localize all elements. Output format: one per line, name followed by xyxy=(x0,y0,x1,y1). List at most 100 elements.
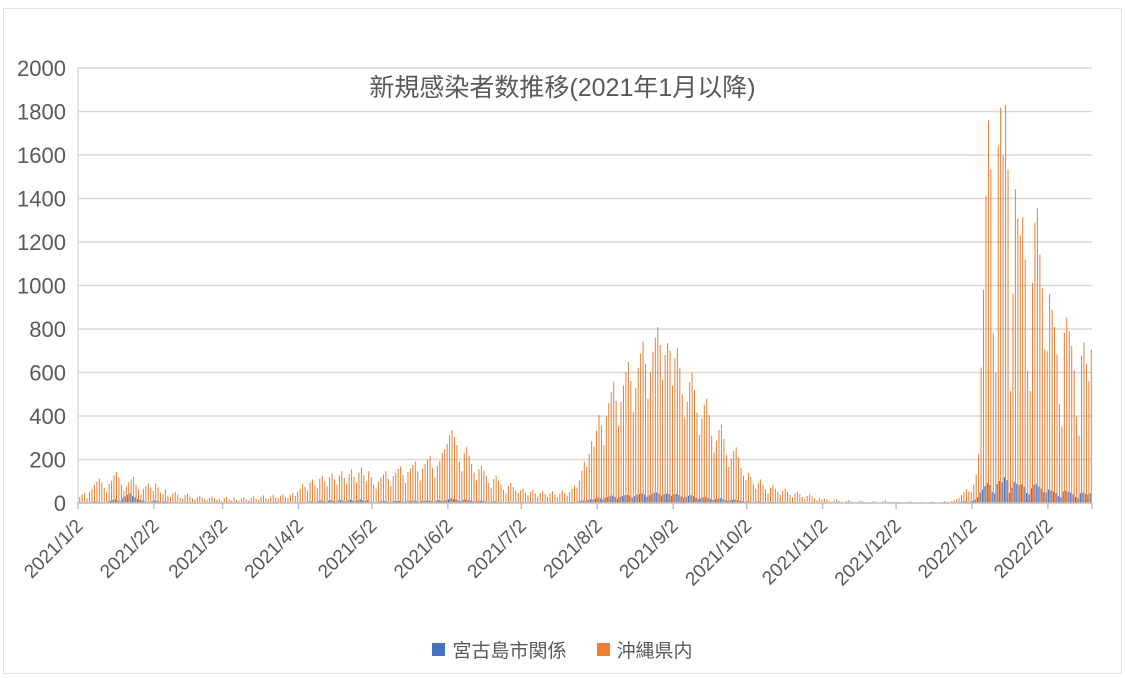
bar-okinawa xyxy=(659,345,661,503)
bar-miyakojima xyxy=(362,500,364,503)
bar-okinawa xyxy=(498,480,500,503)
bar-miyakojima xyxy=(746,501,748,503)
bar-miyakojima xyxy=(739,500,741,503)
bar-okinawa xyxy=(647,399,649,503)
bar-okinawa xyxy=(250,497,252,503)
legend-item-okinawa[interactable]: 沖縄県内 xyxy=(596,636,693,663)
bar-miyakojima xyxy=(1067,491,1069,503)
bar-miyakojima xyxy=(134,497,136,503)
bar-okinawa xyxy=(958,497,960,503)
bar-okinawa xyxy=(814,498,816,503)
bar-okinawa xyxy=(466,447,468,503)
bar-okinawa xyxy=(304,486,306,503)
bar-okinawa xyxy=(1019,235,1021,503)
bar-miyakojima xyxy=(129,493,131,503)
bar-okinawa xyxy=(566,495,568,503)
bar-okinawa xyxy=(471,463,473,503)
bar-okinawa xyxy=(529,491,531,503)
bar-okinawa xyxy=(133,476,135,503)
bar-okinawa xyxy=(461,471,463,503)
bar-okinawa xyxy=(407,472,409,503)
bar-miyakojima xyxy=(494,501,496,503)
bar-okinawa xyxy=(502,489,504,503)
bar-okinawa xyxy=(446,443,448,503)
bar-okinawa xyxy=(588,453,590,503)
bar-okinawa xyxy=(578,480,580,503)
bar-miyakojima xyxy=(124,496,126,503)
bar-miyakojima xyxy=(141,500,143,503)
bar-okinawa xyxy=(441,452,443,503)
bar-okinawa xyxy=(375,488,377,503)
bar-miyakojima xyxy=(612,495,614,503)
bar-okinawa xyxy=(480,465,482,503)
bar-miyakojima xyxy=(1050,490,1052,503)
bar-okinawa xyxy=(395,472,397,503)
bar-okinawa xyxy=(490,488,492,503)
bar-okinawa xyxy=(885,500,887,503)
bar-okinawa xyxy=(1081,355,1083,503)
bar-okinawa xyxy=(1088,381,1090,503)
x-tick-label: 2021/1/2 xyxy=(20,516,87,583)
bar-okinawa xyxy=(632,412,634,503)
bar-okinawa xyxy=(103,487,105,503)
bar-miyakojima xyxy=(119,501,121,503)
bar-okinawa xyxy=(515,490,517,503)
bar-miyakojima xyxy=(1075,496,1077,503)
bar-okinawa xyxy=(289,494,291,503)
bar-miyakojima xyxy=(479,500,481,503)
bar-miyakojima xyxy=(122,498,124,503)
bar-miyakojima xyxy=(964,501,966,503)
bar-miyakojima xyxy=(692,496,694,503)
bar-okinawa xyxy=(1049,294,1051,503)
bar-okinawa xyxy=(968,491,970,503)
bar-okinawa xyxy=(414,461,416,503)
y-tick-label: 1800 xyxy=(17,100,66,125)
bar-miyakojima xyxy=(1040,488,1042,503)
bar-okinawa xyxy=(701,418,703,503)
bar-okinawa xyxy=(620,402,622,503)
bar-okinawa xyxy=(1012,293,1014,503)
y-tick-label: 1000 xyxy=(17,274,66,299)
bar-okinawa xyxy=(1054,326,1056,503)
bar-okinawa xyxy=(236,499,238,503)
bar-okinawa xyxy=(510,482,512,503)
bar-okinawa xyxy=(1073,370,1075,503)
bar-miyakojima xyxy=(1072,494,1074,503)
x-tick-label: 2022/2/2 xyxy=(990,516,1057,583)
bar-okinawa xyxy=(400,466,402,503)
bar-okinawa xyxy=(196,497,198,503)
bar-miyakojima xyxy=(1030,488,1032,503)
bar-okinawa xyxy=(216,499,218,503)
bar-okinawa xyxy=(642,341,644,503)
bar-miyakojima xyxy=(624,495,626,503)
bar-okinawa xyxy=(419,480,421,503)
legend-item-miyakojima[interactable]: 宮古島市関係 xyxy=(432,636,567,663)
bar-miyakojima xyxy=(352,500,354,503)
x-tick-label: 2021/4/2 xyxy=(241,516,308,583)
bar-miyakojima xyxy=(320,500,322,503)
bar-okinawa xyxy=(1083,342,1085,503)
bar-okinawa xyxy=(608,402,610,503)
bar-okinawa xyxy=(96,481,98,503)
bar-okinawa xyxy=(816,500,818,503)
bar-okinawa xyxy=(784,488,786,503)
bar-miyakojima xyxy=(670,495,672,503)
bar-okinawa xyxy=(730,458,732,503)
bar-okinawa xyxy=(735,447,737,503)
bar-okinawa xyxy=(551,491,553,503)
bar-okinawa xyxy=(576,487,578,503)
bar-okinawa xyxy=(953,500,955,503)
bar-okinawa xyxy=(583,461,585,503)
bar-okinawa xyxy=(960,495,962,503)
bar-miyakojima xyxy=(594,498,596,503)
bar-okinawa xyxy=(326,486,328,503)
bar-okinawa xyxy=(992,333,994,503)
bar-okinawa xyxy=(476,480,478,503)
bar-okinawa xyxy=(990,169,992,503)
bar-okinawa xyxy=(451,430,453,503)
bar-okinawa xyxy=(380,477,382,503)
bar-okinawa xyxy=(542,490,544,503)
bar-miyakojima xyxy=(1035,483,1037,503)
bar-miyakojima xyxy=(599,498,601,503)
bar-okinawa xyxy=(796,491,798,503)
